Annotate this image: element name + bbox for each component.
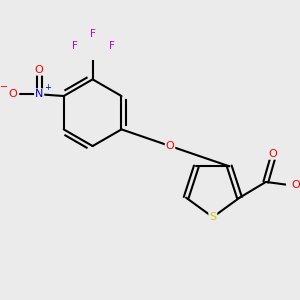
Text: +: + — [44, 83, 51, 92]
Text: N: N — [35, 89, 43, 99]
Text: O: O — [166, 141, 174, 151]
Text: F: F — [90, 29, 95, 39]
Text: O: O — [8, 89, 17, 99]
Text: S: S — [209, 212, 216, 222]
Text: F: F — [72, 41, 78, 51]
Text: O: O — [268, 149, 277, 159]
Text: O: O — [291, 180, 300, 190]
Text: O: O — [35, 65, 44, 75]
Text: F: F — [109, 41, 115, 51]
Text: −: − — [0, 82, 8, 92]
